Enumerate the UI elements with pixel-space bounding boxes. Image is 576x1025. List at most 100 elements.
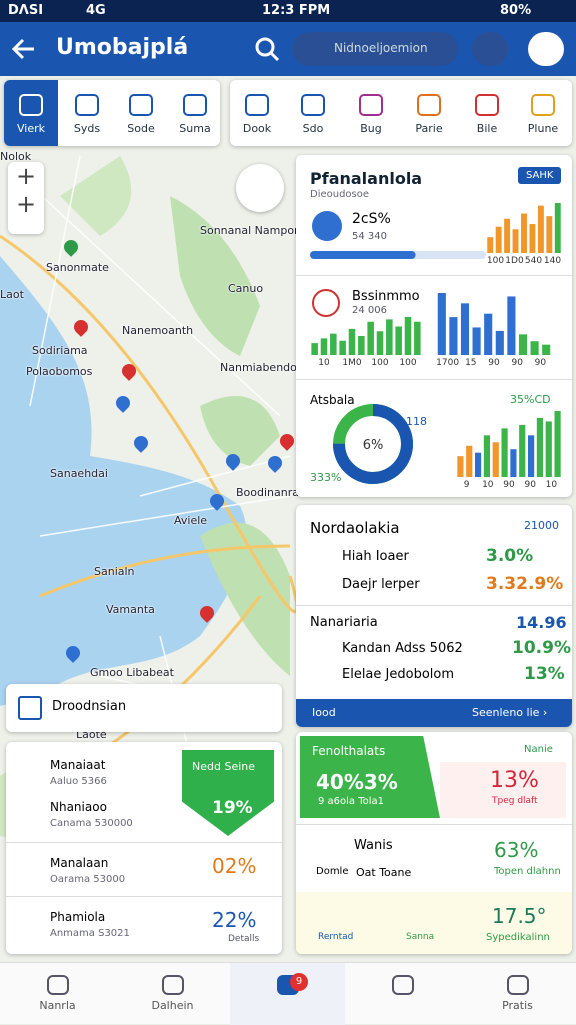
bar-chart: 100 1D0 540 140: [487, 203, 561, 265]
nav-item[interactable]: Pratis: [460, 963, 575, 1025]
tabs-left: Vierk Syds Sode Suma: [4, 80, 220, 146]
tab[interactable]: Bile: [460, 80, 514, 146]
item-note: Detalls: [228, 934, 260, 944]
map-label: Nolok: [0, 150, 32, 163]
row-value: 13%: [524, 664, 565, 684]
map-label: Sonnanal Nampon: [200, 224, 302, 237]
row-icon: [312, 289, 340, 317]
zoom-control[interactable]: + +: [8, 162, 44, 234]
axis-label: 15: [465, 358, 476, 367]
map-pin[interactable]: [223, 451, 243, 471]
back-button[interactable]: [10, 36, 38, 62]
bar: [518, 334, 528, 355]
axis-label: 540: [525, 256, 542, 265]
nav-item[interactable]: [345, 963, 460, 1025]
bar: [487, 237, 494, 253]
nav-item[interactable]: Dalhein: [115, 963, 230, 1025]
panel-button[interactable]: SAHK: [518, 167, 562, 184]
tab[interactable]: Bug: [344, 80, 398, 146]
tab-label: Bug: [360, 122, 382, 135]
bar: [483, 435, 491, 477]
map-pin[interactable]: [131, 433, 151, 453]
map-pin[interactable]: [207, 491, 227, 511]
axis-label: 90: [503, 480, 515, 489]
bar: [536, 417, 544, 477]
donut-label: 6%: [363, 438, 384, 453]
bar: [395, 326, 402, 355]
stats-b-value: 63%: [494, 838, 539, 862]
tab[interactable]: Parie: [402, 80, 456, 146]
bottom-nav: Nanrla Dalhein 9 Pratis: [0, 962, 576, 1025]
map-pin[interactable]: [277, 431, 297, 451]
panel-title: Pfanalanlola: [310, 169, 423, 188]
search-card[interactable]: Droodnsian: [6, 684, 282, 732]
map-pin[interactable]: [265, 453, 285, 473]
map-pin[interactable]: [113, 393, 133, 413]
bar: [554, 411, 561, 477]
map-pin[interactable]: [119, 361, 139, 381]
list-card: Nedd Seine 19% Manaiaat Aaluo 5366 Nhani…: [6, 742, 282, 954]
tab-label: Plune: [527, 122, 559, 135]
tab[interactable]: Sdo: [286, 80, 340, 146]
axis-label: 10: [546, 480, 558, 489]
map-pin[interactable]: [61, 237, 81, 257]
row-name: Hiah Ioaer: [342, 549, 409, 564]
item-sub: Anmama S3021: [50, 928, 130, 939]
bar: [495, 330, 504, 355]
item-sub: Aaluo 5366: [50, 776, 107, 787]
map-label: Canuo: [228, 282, 264, 295]
axis-label: 1M0: [342, 358, 361, 367]
axis-label: 10: [482, 480, 494, 489]
stats-right-title: Nanie: [524, 744, 553, 755]
nav-item[interactable]: Nanrla: [0, 963, 115, 1025]
bar: [376, 331, 384, 355]
settings-button[interactable]: [472, 32, 508, 66]
map-label: Sanaehdai: [50, 467, 108, 480]
bar: [311, 343, 318, 355]
map-pin[interactable]: [63, 643, 83, 663]
axis-label: 90: [511, 358, 523, 367]
map-label: Nanmiabendo: [220, 361, 297, 374]
bar: [537, 205, 544, 253]
bar-chart: 1700 15 90 90 90: [436, 293, 551, 367]
network: 4G: [86, 3, 106, 18]
axis-label: 100: [371, 358, 388, 367]
bar: [449, 317, 458, 355]
item-value: 22%: [212, 908, 257, 932]
bar: [457, 456, 464, 477]
tab[interactable]: Plune: [516, 80, 570, 146]
stats-c-left: Rerntad: [318, 932, 354, 942]
bar: [474, 452, 482, 477]
bar: [546, 216, 553, 253]
chart-note: 35%CD: [510, 393, 551, 406]
search-box[interactable]: Nidnoeljoemion: [292, 32, 458, 66]
tab[interactable]: Vierk: [4, 80, 58, 146]
tab[interactable]: Suma: [168, 80, 220, 146]
footer-left: Iood: [312, 706, 336, 719]
bar: [521, 213, 527, 253]
map-pin[interactable]: [197, 603, 217, 623]
stats-c-note: Sypedikalinn: [486, 932, 550, 943]
profile-button[interactable]: [528, 32, 564, 66]
bar: [492, 442, 499, 477]
locate-button[interactable]: [236, 164, 284, 212]
bar: [510, 449, 517, 477]
map-pin[interactable]: [71, 317, 91, 337]
row-sub: 54 340: [352, 231, 387, 242]
tab[interactable]: Sode: [114, 80, 168, 146]
tab[interactable]: Dook: [230, 80, 284, 146]
map-label: Sodiriama: [32, 344, 88, 357]
stats-c-value: 17.5°: [492, 904, 547, 928]
summary-footer[interactable]: Iood Seenleno lie ›: [296, 699, 572, 727]
summary-title: Nanariaria: [310, 615, 378, 630]
nav-item[interactable]: 9: [230, 963, 345, 1025]
search-icon[interactable]: [254, 36, 280, 62]
bar: [495, 226, 502, 253]
panel-subtitle: Dieoudosoe: [310, 189, 370, 200]
axis-label: 9: [464, 480, 470, 489]
tab-label: Parie: [415, 122, 443, 135]
map-label: Sanialn: [94, 565, 135, 578]
item-name: Phamiola: [50, 910, 106, 924]
tab[interactable]: Syds: [60, 80, 114, 146]
stats-b-title: Wanis: [354, 838, 393, 853]
